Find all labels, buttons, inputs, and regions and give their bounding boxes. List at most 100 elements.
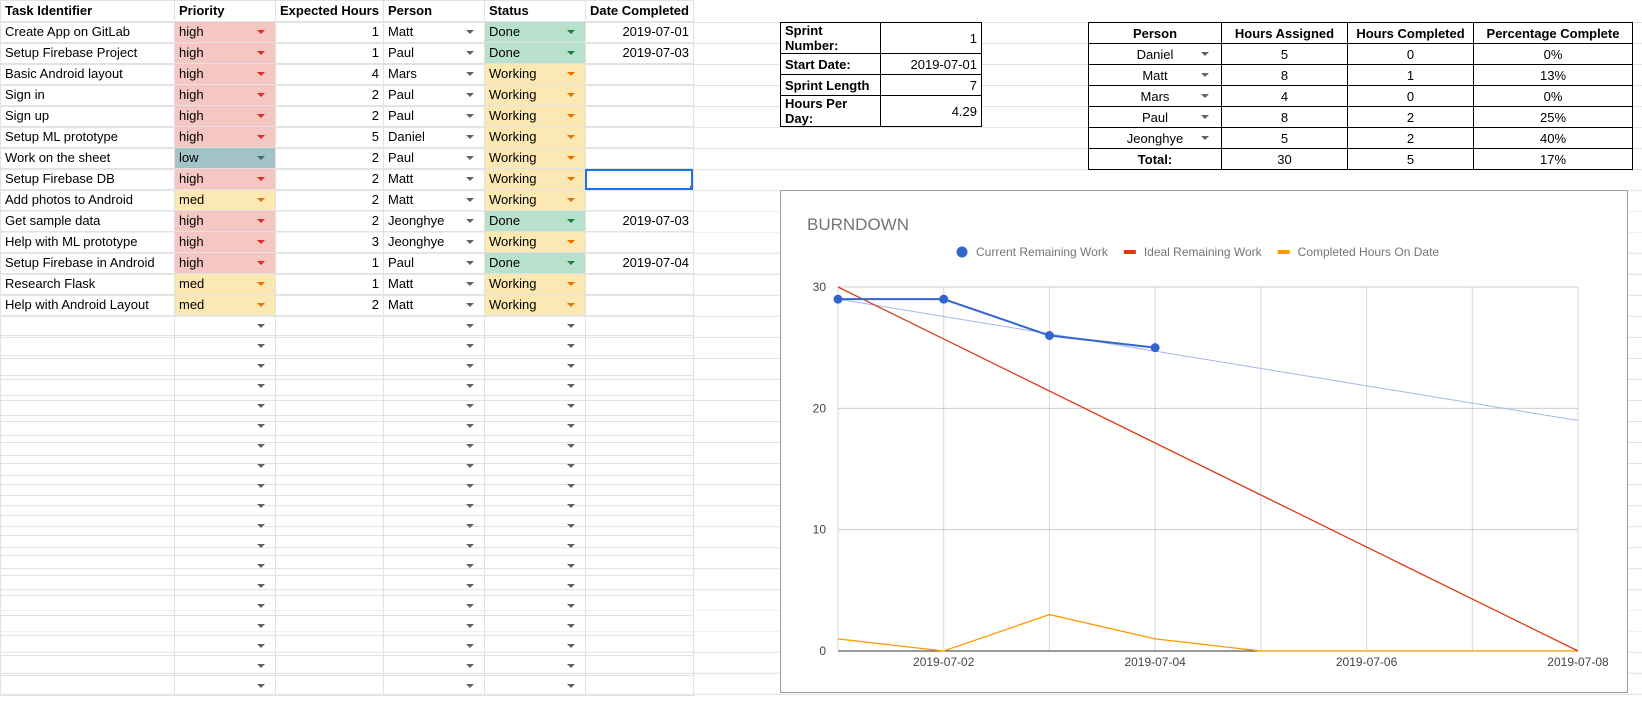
dropdown-arrow-icon[interactable]: [465, 51, 474, 55]
dropdown-arrow-icon[interactable]: [566, 93, 575, 97]
person-dropdown[interactable]: Jeonghye: [382, 210, 485, 232]
empty-cell[interactable]: [0, 595, 175, 616]
person-dropdown[interactable]: Jeonghye: [382, 231, 485, 253]
expected-hours-cell[interactable]: 1: [275, 21, 384, 43]
status-dropdown[interactable]: [483, 435, 586, 456]
priority-dropdown[interactable]: [174, 515, 276, 536]
date-completed-cell[interactable]: [584, 231, 694, 253]
dropdown-arrow-icon[interactable]: [465, 156, 474, 160]
dropdown-arrow-icon[interactable]: [566, 198, 575, 202]
empty-cell[interactable]: [584, 335, 694, 356]
empty-cell[interactable]: [584, 455, 694, 476]
date-completed-cell[interactable]: [584, 105, 694, 127]
person-dropdown[interactable]: Mars: [1088, 85, 1222, 107]
priority-dropdown[interactable]: [174, 615, 276, 636]
empty-cell[interactable]: [0, 555, 175, 576]
priority-dropdown[interactable]: high: [174, 21, 276, 43]
percentage-complete-cell[interactable]: 40%: [1473, 127, 1633, 149]
task-name-cell[interactable]: Setup Firebase DB: [0, 168, 175, 190]
dropdown-arrow-icon[interactable]: [465, 324, 474, 328]
priority-dropdown[interactable]: [174, 395, 276, 416]
dropdown-arrow-icon[interactable]: [257, 114, 265, 118]
task-name-cell[interactable]: Sign up: [0, 105, 175, 127]
status-dropdown[interactable]: [483, 575, 586, 596]
status-dropdown[interactable]: [483, 595, 586, 616]
percentage-complete-cell[interactable]: 25%: [1473, 106, 1633, 128]
dropdown-arrow-icon[interactable]: [465, 344, 474, 348]
empty-cell[interactable]: [275, 415, 384, 436]
task-name-cell[interactable]: Create App on GitLab: [0, 21, 175, 43]
status-dropdown[interactable]: Working: [483, 63, 586, 85]
empty-cell[interactable]: [584, 375, 694, 396]
hours-assigned-cell[interactable]: 5: [1221, 127, 1348, 149]
person-dropdown[interactable]: Paul: [382, 252, 485, 274]
expected-hours-cell[interactable]: 2: [275, 168, 384, 190]
priority-dropdown[interactable]: [174, 315, 276, 336]
status-dropdown[interactable]: [483, 615, 586, 636]
person-dropdown[interactable]: [382, 395, 485, 416]
person-dropdown[interactable]: Paul: [382, 105, 485, 127]
priority-dropdown[interactable]: [174, 475, 276, 496]
dropdown-arrow-icon[interactable]: [465, 240, 474, 244]
date-completed-cell[interactable]: [584, 189, 694, 211]
dropdown-arrow-icon[interactable]: [465, 684, 474, 688]
empty-cell[interactable]: [275, 395, 384, 416]
priority-dropdown[interactable]: high: [174, 126, 276, 148]
dropdown-arrow-icon[interactable]: [257, 504, 265, 508]
header-status[interactable]: Status: [483, 0, 586, 22]
dropdown-arrow-icon[interactable]: [465, 219, 474, 223]
dropdown-arrow-icon[interactable]: [465, 664, 474, 668]
dropdown-arrow-icon[interactable]: [566, 404, 575, 408]
dropdown-arrow-icon[interactable]: [1201, 136, 1209, 140]
dropdown-arrow-icon[interactable]: [1201, 73, 1209, 77]
dropdown-arrow-icon[interactable]: [566, 282, 575, 286]
status-dropdown[interactable]: Done: [483, 210, 586, 232]
dropdown-arrow-icon[interactable]: [257, 324, 265, 328]
priority-dropdown[interactable]: high: [174, 231, 276, 253]
priority-dropdown[interactable]: [174, 495, 276, 516]
empty-cell[interactable]: [584, 495, 694, 516]
dropdown-arrow-icon[interactable]: [257, 384, 265, 388]
dropdown-arrow-icon[interactable]: [1201, 115, 1209, 119]
empty-cell[interactable]: [275, 315, 384, 336]
burndown-chart[interactable]: BURNDOWN 0 10 20 30 2019-07-02 2019-07-04 2019…: [780, 190, 1628, 693]
dropdown-arrow-icon[interactable]: [566, 484, 575, 488]
empty-cell[interactable]: [584, 555, 694, 576]
empty-cell[interactable]: [584, 675, 694, 696]
person-dropdown[interactable]: [382, 555, 485, 576]
priority-dropdown[interactable]: [174, 595, 276, 616]
empty-cell[interactable]: [0, 395, 175, 416]
status-dropdown[interactable]: [483, 335, 586, 356]
priority-dropdown[interactable]: high: [174, 105, 276, 127]
person-dropdown[interactable]: Daniel: [382, 126, 485, 148]
person-dropdown[interactable]: Matt: [382, 273, 485, 295]
date-completed-cell[interactable]: 2019-07-03: [584, 210, 694, 232]
empty-cell[interactable]: [275, 335, 384, 356]
dropdown-arrow-icon[interactable]: [465, 303, 474, 307]
dropdown-arrow-icon[interactable]: [257, 544, 265, 548]
empty-cell[interactable]: [0, 575, 175, 596]
person-dropdown[interactable]: Mars: [382, 63, 485, 85]
empty-cell[interactable]: [0, 535, 175, 556]
dropdown-arrow-icon[interactable]: [465, 584, 474, 588]
dropdown-arrow-icon[interactable]: [257, 72, 265, 76]
dropdown-arrow-icon[interactable]: [1201, 52, 1209, 56]
person-dropdown[interactable]: Daniel: [1088, 43, 1222, 65]
hours-completed-cell[interactable]: 1: [1347, 64, 1474, 86]
dropdown-arrow-icon[interactable]: [465, 198, 474, 202]
dropdown-arrow-icon[interactable]: [257, 93, 265, 97]
dropdown-arrow-icon[interactable]: [566, 344, 575, 348]
dropdown-arrow-icon[interactable]: [257, 644, 265, 648]
empty-cell[interactable]: [584, 535, 694, 556]
dropdown-arrow-icon[interactable]: [566, 384, 575, 388]
total-assigned[interactable]: 30: [1221, 148, 1348, 170]
empty-cell[interactable]: [275, 575, 384, 596]
person-dropdown[interactable]: Paul: [382, 42, 485, 64]
empty-cell[interactable]: [0, 515, 175, 536]
priority-dropdown[interactable]: med: [174, 294, 276, 316]
dropdown-arrow-icon[interactable]: [257, 51, 265, 55]
empty-cell[interactable]: [275, 535, 384, 556]
people-header-completed[interactable]: Hours Completed: [1347, 22, 1474, 44]
priority-dropdown[interactable]: [174, 655, 276, 676]
person-dropdown[interactable]: [382, 515, 485, 536]
